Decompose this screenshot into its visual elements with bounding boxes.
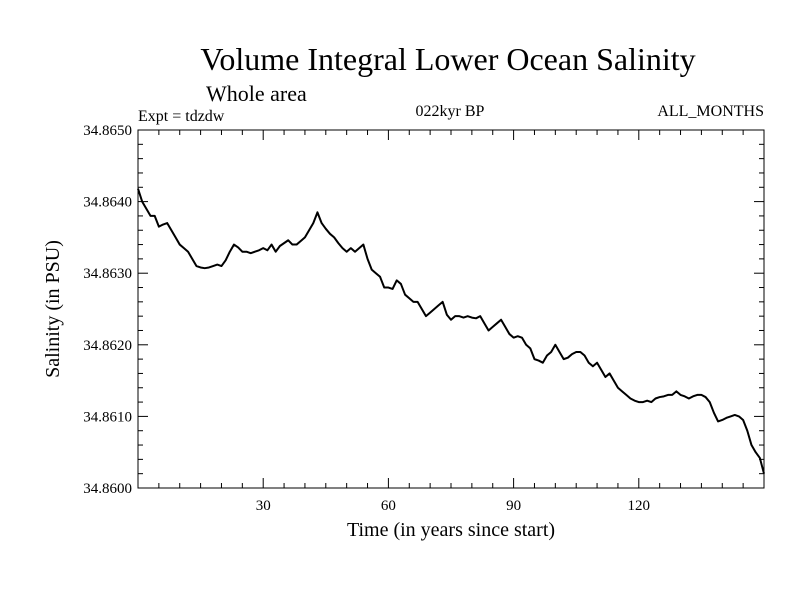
- salinity-series-line: [137, 188, 765, 474]
- y-tick-label: 34.8640: [83, 195, 132, 211]
- chart-subtitle: Whole area: [206, 81, 307, 106]
- chart-title: Volume Integral Lower Ocean Salinity: [200, 41, 695, 77]
- experiment-label: Expt = tdzdw: [138, 108, 225, 125]
- axis-ticks: [138, 129, 764, 489]
- x-tick-label: 60: [381, 498, 396, 514]
- y-axis-label: Salinity (in PSU): [42, 240, 64, 378]
- x-tick-label: 30: [256, 498, 271, 514]
- x-axis-label: Time (in years since start): [347, 519, 555, 541]
- y-tick-label: 34.8630: [83, 266, 132, 282]
- x-tick-label: 120: [628, 498, 651, 514]
- plot-frame: [137, 129, 765, 489]
- period-label: 022kyr BP: [416, 103, 485, 120]
- y-tick-label: 34.8600: [83, 481, 132, 497]
- y-tick-label: 34.8650: [83, 123, 132, 139]
- months-label: ALL_MONTHS: [657, 103, 764, 120]
- y-tick-labels: 34.8600 34.8610 34.8620 34.8630 34.8640 34.86…: [83, 123, 132, 497]
- x-tick-labels: 30 60 90 120: [256, 498, 650, 514]
- y-tick-label: 34.8620: [83, 338, 132, 354]
- y-tick-label: 34.8610: [83, 409, 132, 425]
- x-tick-label: 90: [506, 498, 521, 514]
